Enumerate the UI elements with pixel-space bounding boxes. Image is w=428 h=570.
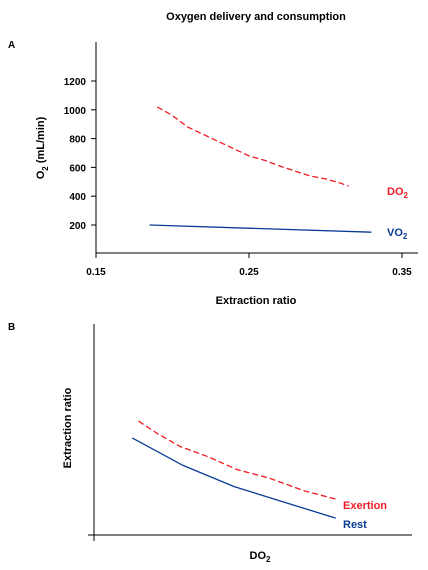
y-tick-label: 1200 — [64, 77, 87, 88]
x-axis-label-b: DO2 — [250, 550, 272, 564]
y-tick-label: 200 — [69, 221, 86, 232]
y-axis-label-a: O2 (mL/min) — [35, 116, 50, 179]
do2-series-label: DO2 — [387, 186, 409, 200]
ticks-a: 200 400 600 800 1000 1200 0.15 0.25 0.35 — [64, 77, 412, 278]
y-tick-label: 800 — [69, 135, 86, 146]
vo2-label-base: VO — [387, 227, 403, 239]
x-tick-label: 0.15 — [86, 267, 106, 278]
y-tick-label: 1000 — [64, 106, 87, 117]
vo2-series-line — [149, 224, 372, 233]
y-axis-label-base: O — [35, 170, 47, 179]
y-axis-label-b: Extraction ratio — [62, 387, 74, 468]
panel-letter-a: A — [8, 40, 15, 51]
vo2-label-sub: 2 — [403, 232, 408, 241]
rest-series-line — [131, 437, 336, 519]
exertion-series-line — [138, 420, 336, 500]
x-axis-label-a: Extraction ratio — [216, 295, 297, 307]
exertion-series-label: Exertion — [343, 500, 387, 512]
panel-letter-b: B — [8, 322, 15, 333]
chart-title: Oxygen delivery and consumption — [166, 11, 346, 23]
x-axis-label-b-sub: 2 — [266, 555, 271, 564]
rest-series-label: Rest — [343, 519, 367, 531]
y-axis-label-rest: (mL/min) — [35, 116, 47, 166]
vo2-series-label: VO2 — [387, 227, 408, 241]
series-b — [131, 420, 336, 519]
x-axis-label-b-base: DO — [250, 550, 267, 562]
do2-series-line — [156, 106, 349, 187]
panel-a: Oxygen delivery and consumption A O2 (mL… — [8, 11, 418, 307]
do2-label-base: DO — [387, 186, 404, 198]
y-tick-label: 600 — [69, 163, 86, 174]
x-tick-label: 0.25 — [239, 267, 259, 278]
x-tick-label: 0.35 — [392, 267, 412, 278]
do2-label-sub: 2 — [404, 191, 409, 200]
series-a — [149, 106, 372, 233]
panel-b: B Extraction ratio DO2 Exertion Rest — [8, 322, 412, 564]
y-axis-label-sub: 2 — [41, 166, 50, 171]
y-tick-label: 400 — [69, 192, 86, 203]
